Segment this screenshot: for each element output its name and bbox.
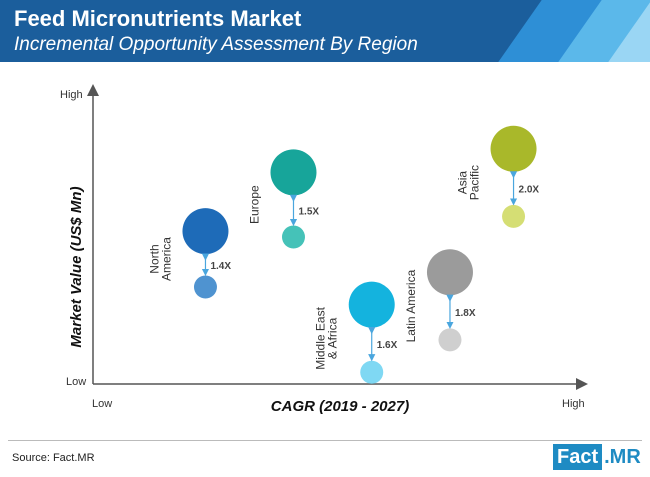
- bubble-2019-europe: [281, 225, 305, 249]
- region-label-line: North: [147, 244, 161, 273]
- chart-axes: High Low Low High CAGR (2019 - 2027) Mar…: [60, 84, 588, 415]
- logo-part-fact: Fact: [553, 444, 603, 470]
- source-note: Source: Fact.MR: [12, 452, 95, 464]
- region-label-asia-pacific: AsiaPacific: [456, 165, 482, 200]
- region-label-middle-east-africa: Middle East& Africa: [314, 306, 340, 369]
- x-tick-high: High: [562, 398, 585, 410]
- multiplier-label-north-america: 1.4X: [210, 261, 231, 272]
- x-axis-label: CAGR (2019 - 2027): [271, 398, 409, 415]
- bubble-2027-middle-east-africa: [348, 281, 395, 328]
- region-label-line: Europe: [247, 185, 261, 224]
- region-label-line: Pacific: [468, 165, 482, 200]
- region-label-line: Asia: [456, 171, 470, 195]
- x-tick-low: Low: [92, 398, 112, 410]
- bubble-2027-asia-pacific: [490, 125, 537, 172]
- multiplier-label-middle-east-africa: 1.6X: [377, 340, 398, 351]
- page-subtitle: Incremental Opportunity Assessment By Re…: [14, 34, 418, 55]
- region-label-europe: Europe: [247, 185, 261, 224]
- header-banner: Feed Micronutrients Market Incremental O…: [0, 0, 650, 62]
- multiplier-label-latin-america: 1.8X: [455, 308, 476, 319]
- region-label-north-america: NorthAmerica: [147, 237, 173, 281]
- bubble-2019-asia-pacific: [502, 204, 526, 228]
- multiplier-label-europe: 1.5X: [298, 206, 319, 217]
- bubble-2027-latin-america: [426, 249, 473, 296]
- bubble-2027-north-america: [182, 208, 229, 255]
- multiplier-label-asia-pacific: 2.0X: [519, 184, 540, 195]
- chart-marks: 1.4X NorthAmerica 1.5X Europe 1.6X Middle Eas…: [147, 125, 540, 384]
- bubble-2019-latin-america: [438, 328, 462, 352]
- region-label-line: Latin America: [404, 269, 418, 342]
- bubble-2027-europe: [270, 149, 317, 196]
- region-label-line: & Africa: [326, 317, 340, 359]
- bubble-2019-middle-east-africa: [360, 360, 384, 384]
- y-axis-label: Market Value (US$ Mn): [68, 186, 85, 347]
- y-tick-high: High: [60, 89, 83, 101]
- region-label-line: Middle East: [314, 306, 328, 369]
- bubble-2019-north-america: [193, 275, 217, 299]
- factmr-logo: Fact .MR: [553, 444, 641, 470]
- bubble-chart: High Low Low High CAGR (2019 - 2027) Mar…: [60, 84, 588, 415]
- footer-divider: [8, 440, 642, 441]
- logo-part-mr: .MR: [604, 446, 641, 468]
- y-tick-low: Low: [66, 376, 86, 388]
- page-title: Feed Micronutrients Market: [14, 6, 302, 31]
- region-label-latin-america: Latin America: [404, 269, 418, 342]
- region-label-line: America: [159, 237, 173, 281]
